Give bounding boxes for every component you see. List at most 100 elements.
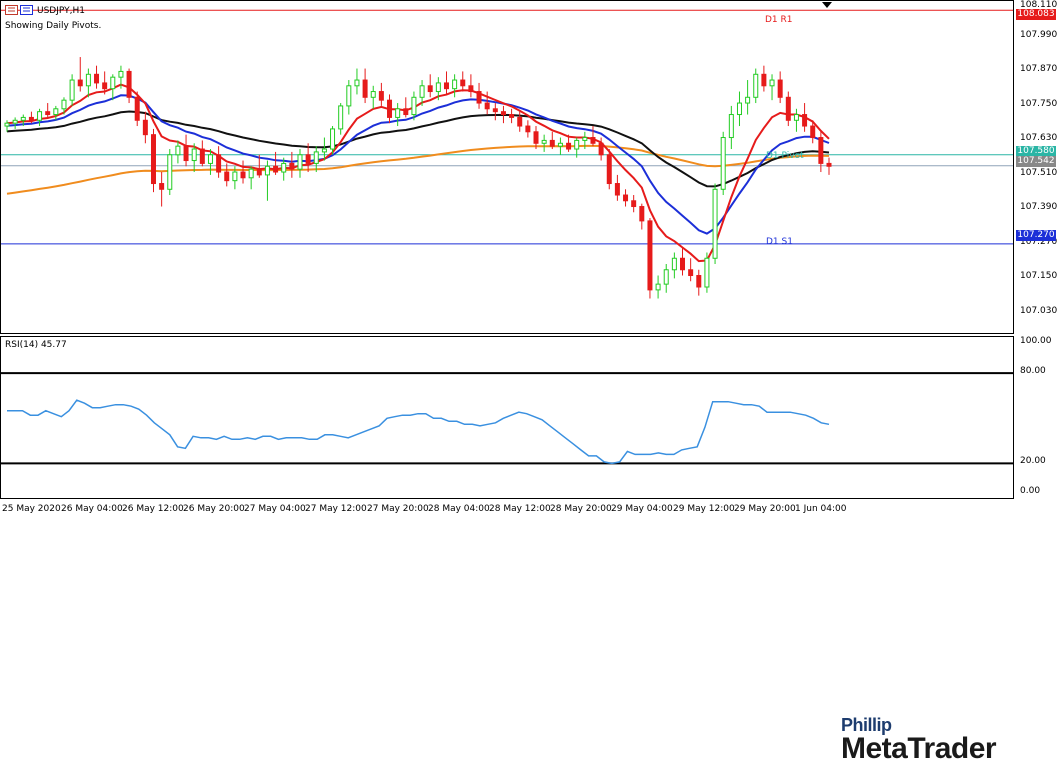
candle-body (69, 79, 75, 101)
candle-body (435, 82, 441, 93)
candle (28, 111, 34, 124)
price-axis-tick: 107.390 (1020, 202, 1058, 213)
candle (248, 166, 254, 190)
candle-body (395, 108, 401, 118)
candle-body (346, 85, 352, 107)
candle (273, 151, 279, 175)
candle-body (20, 116, 26, 121)
candle-body (500, 111, 506, 116)
candle-body (167, 154, 173, 190)
price-axis-tick: 107.270 (1020, 236, 1058, 247)
candle-body (289, 162, 295, 170)
candle-body (443, 82, 449, 90)
candle (256, 154, 262, 178)
candle-body (606, 154, 612, 185)
candle (362, 68, 368, 104)
candle-body (509, 114, 515, 118)
candle (606, 149, 612, 190)
candle (94, 65, 100, 89)
candle (590, 126, 596, 147)
candle-body (720, 137, 726, 190)
time-axis-tick: 29 May 12:00 (673, 504, 735, 514)
candle (102, 71, 108, 95)
rsi-pane[interactable]: RSI(14) 45.77 Phillip MetaTrader (0, 336, 1014, 765)
candle-body (663, 269, 669, 285)
candle-body (183, 145, 189, 162)
candle-body (94, 73, 100, 84)
price-tag-r1: 108.083 (1016, 9, 1056, 20)
candle-body (378, 91, 384, 101)
price-axis-tick: 107.510 (1020, 167, 1058, 178)
candle (476, 82, 482, 109)
candle (126, 68, 132, 104)
candle (281, 157, 287, 181)
candle (150, 128, 156, 193)
candle-body (354, 79, 360, 87)
candle-body (598, 142, 604, 156)
price-tag-pivot: 107.580 (1016, 146, 1056, 157)
candle (720, 131, 726, 196)
candle-body (476, 91, 482, 104)
candle (509, 108, 515, 124)
candle-body (557, 142, 563, 147)
time-axis-tick: 1 Jun 04:00 (795, 504, 847, 514)
candle-body (419, 85, 425, 98)
candle-body (525, 125, 531, 133)
rsi-line (7, 399, 830, 465)
price-axis-tick: 107.030 (1020, 305, 1058, 316)
candle (443, 71, 449, 95)
candle (639, 203, 645, 230)
candle (696, 269, 702, 296)
candle (582, 131, 588, 150)
candle-body (590, 137, 596, 144)
candle (175, 140, 181, 164)
candle-body (281, 162, 287, 173)
candle (533, 126, 539, 150)
candle-body (802, 114, 808, 127)
candle (240, 160, 246, 184)
candle (745, 80, 751, 115)
rsi-axis-tick: 80.00 (1020, 366, 1046, 377)
candle (525, 120, 531, 138)
time-axis-tick: 29 May 20:00 (734, 504, 796, 514)
candle (264, 160, 270, 201)
ma-long-line (6, 144, 830, 195)
candle (289, 151, 295, 178)
candle-body (264, 165, 270, 176)
candle-body (256, 168, 262, 176)
candle (712, 183, 718, 265)
candle (631, 195, 637, 213)
candle (704, 252, 710, 293)
rsi-axis-tick: 20.00 (1020, 456, 1046, 467)
candle (736, 91, 742, 127)
candle (53, 105, 59, 121)
candle (753, 68, 759, 104)
candle-body (728, 114, 734, 139)
candle (484, 91, 490, 115)
candle (61, 97, 67, 115)
candle (411, 91, 417, 121)
candle (199, 140, 205, 167)
candle-body (159, 183, 165, 190)
candle-body (126, 70, 132, 98)
candle (134, 91, 140, 127)
candle-body (216, 154, 222, 173)
candle-body (826, 162, 832, 167)
candle-body (492, 108, 498, 113)
candle-body (362, 79, 368, 98)
candle-body (736, 102, 742, 116)
candle (305, 143, 311, 173)
candle-body (248, 168, 254, 179)
candle-body (810, 125, 816, 139)
candle-body (150, 134, 156, 185)
candle-body (53, 108, 59, 116)
candle-body (330, 128, 336, 150)
price-chart-pane[interactable]: USDJPY,H1 Showing Daily Pivots. D1 R1 D1… (0, 0, 1014, 334)
candle-body (533, 131, 539, 144)
candle-body (12, 119, 18, 124)
candle (403, 97, 409, 118)
candle-body (671, 257, 677, 271)
candle-body (232, 171, 238, 182)
candle-body (639, 206, 645, 222)
candle (460, 71, 466, 92)
